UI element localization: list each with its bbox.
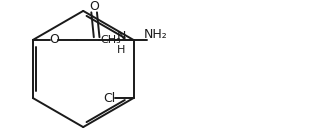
Text: Cl: Cl [103, 91, 115, 105]
Text: O: O [89, 0, 100, 13]
Text: H: H [117, 45, 126, 55]
Text: CH₃: CH₃ [100, 35, 121, 45]
Text: NH₂: NH₂ [144, 28, 168, 41]
Text: O: O [49, 33, 59, 47]
Text: N: N [117, 30, 126, 43]
